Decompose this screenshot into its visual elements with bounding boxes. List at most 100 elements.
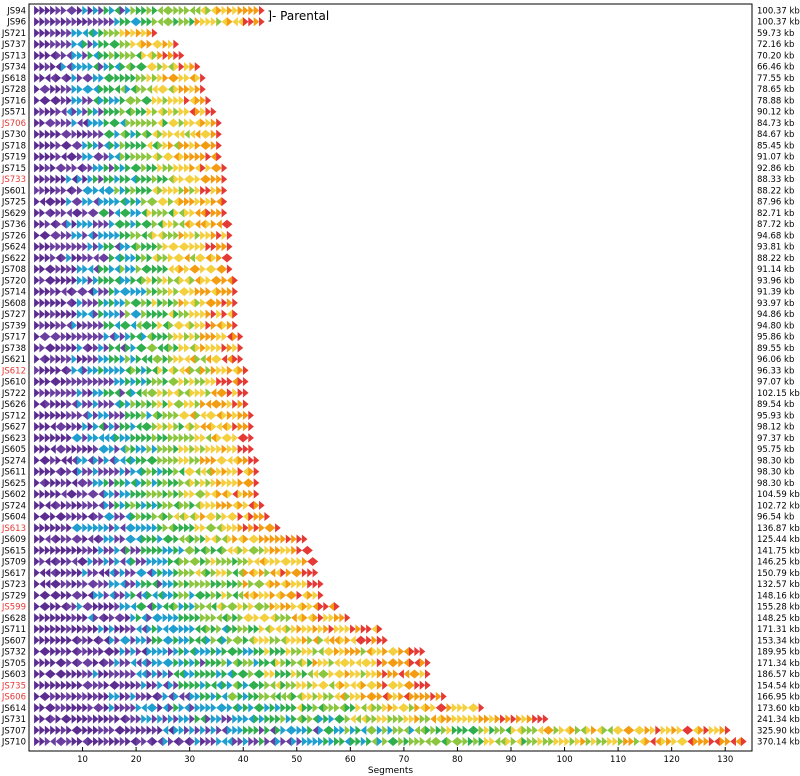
segment-arrow [109,669,115,679]
segment-arrow [109,275,115,286]
segment-arrow [339,635,345,645]
segment-arrow [55,680,62,690]
segment-arrow [103,253,110,263]
segment-arrow [125,568,131,578]
segment-arrow [125,635,131,645]
segment-arrow [109,219,115,229]
segment-arrow [39,703,46,713]
segment-arrow [109,511,115,522]
segment-arrow [93,219,99,229]
segment-arrow [151,433,158,443]
segment-arrow [103,568,110,578]
segment-arrow [146,377,153,387]
segment-arrow [130,466,137,477]
segment-arrow [221,579,228,589]
x-tick-label: 10 [77,755,88,765]
segment-arrow [189,230,196,241]
segment-arrow [60,17,67,27]
segment-arrow [189,590,196,600]
segment-arrow [419,703,426,713]
segment-arrow [216,377,222,387]
segment-arrow [210,163,217,173]
segment-arrow [157,230,163,241]
segment-arrow [103,264,110,274]
segment-arrow [103,579,110,589]
segment-arrow [98,39,104,49]
segment-arrow [173,725,179,735]
segment-arrow [151,365,158,375]
segment-arrow [119,388,126,398]
segment-arrow [167,466,174,477]
segment-arrow [301,680,308,690]
strain-label: JS735 [1,681,26,691]
segment-arrow [39,118,46,128]
segment-arrow [200,264,206,274]
segment-arrow [98,736,104,747]
segment-arrow [76,62,83,72]
segment-arrow [87,298,94,308]
segment-arrow [55,433,62,443]
segment-arrow [162,523,169,533]
segment-arrow [173,556,179,567]
segment-arrow [44,197,51,207]
segment-arrow [200,523,206,533]
segment-arrow [462,714,469,724]
segment-arrow [242,478,249,488]
segment-arrow [71,197,78,207]
segment-arrow [87,129,94,139]
x-tick-label: 40 [238,755,249,765]
segment-arrow [184,152,190,162]
segment-arrow [162,197,169,207]
segment-arrow [82,377,88,387]
segment-arrow [98,152,104,162]
segment-arrow [194,669,201,679]
segment-arrow [312,703,319,713]
segment-arrow [162,264,169,274]
segment-arrow [125,556,131,567]
segment-arrow [194,152,201,162]
segment-arrow [76,410,83,420]
segment-arrow [200,219,206,229]
segment-arrow [50,275,56,286]
segment-arrow [162,568,169,578]
segment-arrow [157,433,163,443]
segment-arrow [441,725,447,735]
segment-row [34,354,244,364]
segment-arrow [285,601,292,612]
segment-arrow [253,545,260,555]
segment-arrow [248,17,254,27]
segment-arrow [87,62,94,72]
size-label: 91.07 kb [757,153,794,163]
segment-row [34,601,340,612]
segment-arrow [130,73,137,83]
segment-arrow [216,253,222,263]
segment-arrow [135,219,142,229]
segment-arrow [109,601,115,612]
segment-arrow [162,377,169,387]
segment-arrow [125,365,131,375]
segment-arrow [376,691,383,702]
segment-arrow [119,579,126,589]
segment-arrow [189,388,196,398]
segment-arrow [366,725,372,735]
segment-arrow [216,343,222,353]
segment-arrow [109,17,115,27]
segment-arrow [521,725,528,735]
segment-arrow [162,399,169,409]
segment-arrow [200,635,206,645]
segment-arrow [44,579,51,589]
segment-arrow [146,343,153,353]
segment-arrow [103,152,110,162]
size-label: 94.68 kb [757,231,794,241]
segment-arrow [55,422,62,432]
segment-arrow [157,579,163,589]
segment-arrow [151,377,158,387]
segment-arrow [178,208,185,218]
segment-arrow [76,658,83,668]
segment-arrow [55,298,62,308]
segment-arrow [392,680,399,690]
segment-arrow [269,680,276,690]
segment-arrow [253,534,260,544]
segment-arrow [76,534,83,544]
segment-arrow [125,703,131,713]
